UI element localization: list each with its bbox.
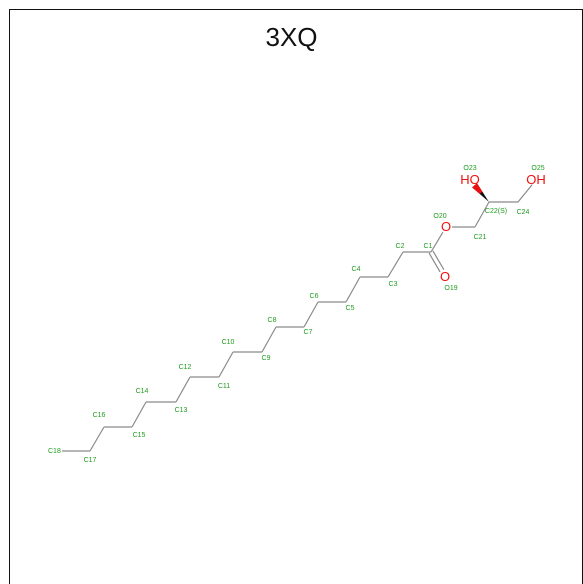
atom-label-c3: C3 — [389, 281, 398, 288]
atom-label-c17: C17 — [84, 457, 97, 464]
atom-label-c12: C12 — [179, 364, 192, 371]
atom-label-c5: C5 — [346, 305, 355, 312]
atom-label-c24: C24 — [517, 209, 530, 216]
atom-label-c22: C22(S) — [485, 208, 507, 215]
bond-c9-c8 — [261, 326, 277, 353]
atom-label-c9: C9 — [262, 355, 271, 362]
atom-label-c16: C16 — [93, 412, 106, 419]
atom-label-c14: C14 — [136, 388, 149, 395]
atom-label-o20: O20 — [433, 213, 446, 220]
atom-label-c18: C18 — [48, 448, 61, 455]
bond-c1-o20 — [430, 231, 444, 253]
atom-label-c1: C1 — [424, 243, 433, 250]
atom-label-c13: C13 — [175, 407, 188, 414]
atom-label-c4: C4 — [352, 266, 361, 273]
bond-c1-o19-a — [428, 252, 441, 273]
wedge-bond-c22-o23-tip — [472, 183, 483, 194]
atom-symbol-o23: HO — [460, 172, 480, 187]
atom-label-c21: C21 — [474, 234, 487, 241]
bond-c7-c6 — [303, 301, 319, 328]
bond-c13-c12 — [175, 376, 191, 403]
bond-c5-c4 — [345, 276, 361, 303]
atom-symbol-o20: O — [441, 219, 451, 234]
atom-label-c11: C11 — [218, 383, 230, 390]
atom-label-o23: O23 — [463, 165, 476, 172]
atom-symbol-o19: O — [440, 269, 450, 284]
bond-c17-c16 — [89, 426, 105, 452]
bond-c24-o25 — [517, 184, 533, 203]
bond-c1-o19-b — [432, 250, 445, 271]
bond-c3-c2 — [387, 251, 404, 278]
atom-label-c15: C15 — [133, 432, 146, 439]
viewer-frame — [9, 9, 583, 584]
atom-label-c6: C6 — [310, 293, 319, 300]
atom-symbol-o25: OH — [526, 172, 546, 187]
molecule-title: 3XQ — [265, 22, 318, 52]
bond-c15-c14 — [131, 401, 147, 428]
atom-label-o25: O25 — [531, 165, 544, 172]
atom-label-c10: C10 — [222, 339, 235, 346]
bond-c11-c10 — [218, 351, 234, 378]
atom-label-c7: C7 — [304, 329, 313, 336]
atom-label-o19: O19 — [444, 285, 457, 292]
atom-label-c2: C2 — [396, 243, 405, 250]
bond-c21-c22 — [474, 201, 490, 228]
atom-label-c8: C8 — [268, 317, 277, 324]
